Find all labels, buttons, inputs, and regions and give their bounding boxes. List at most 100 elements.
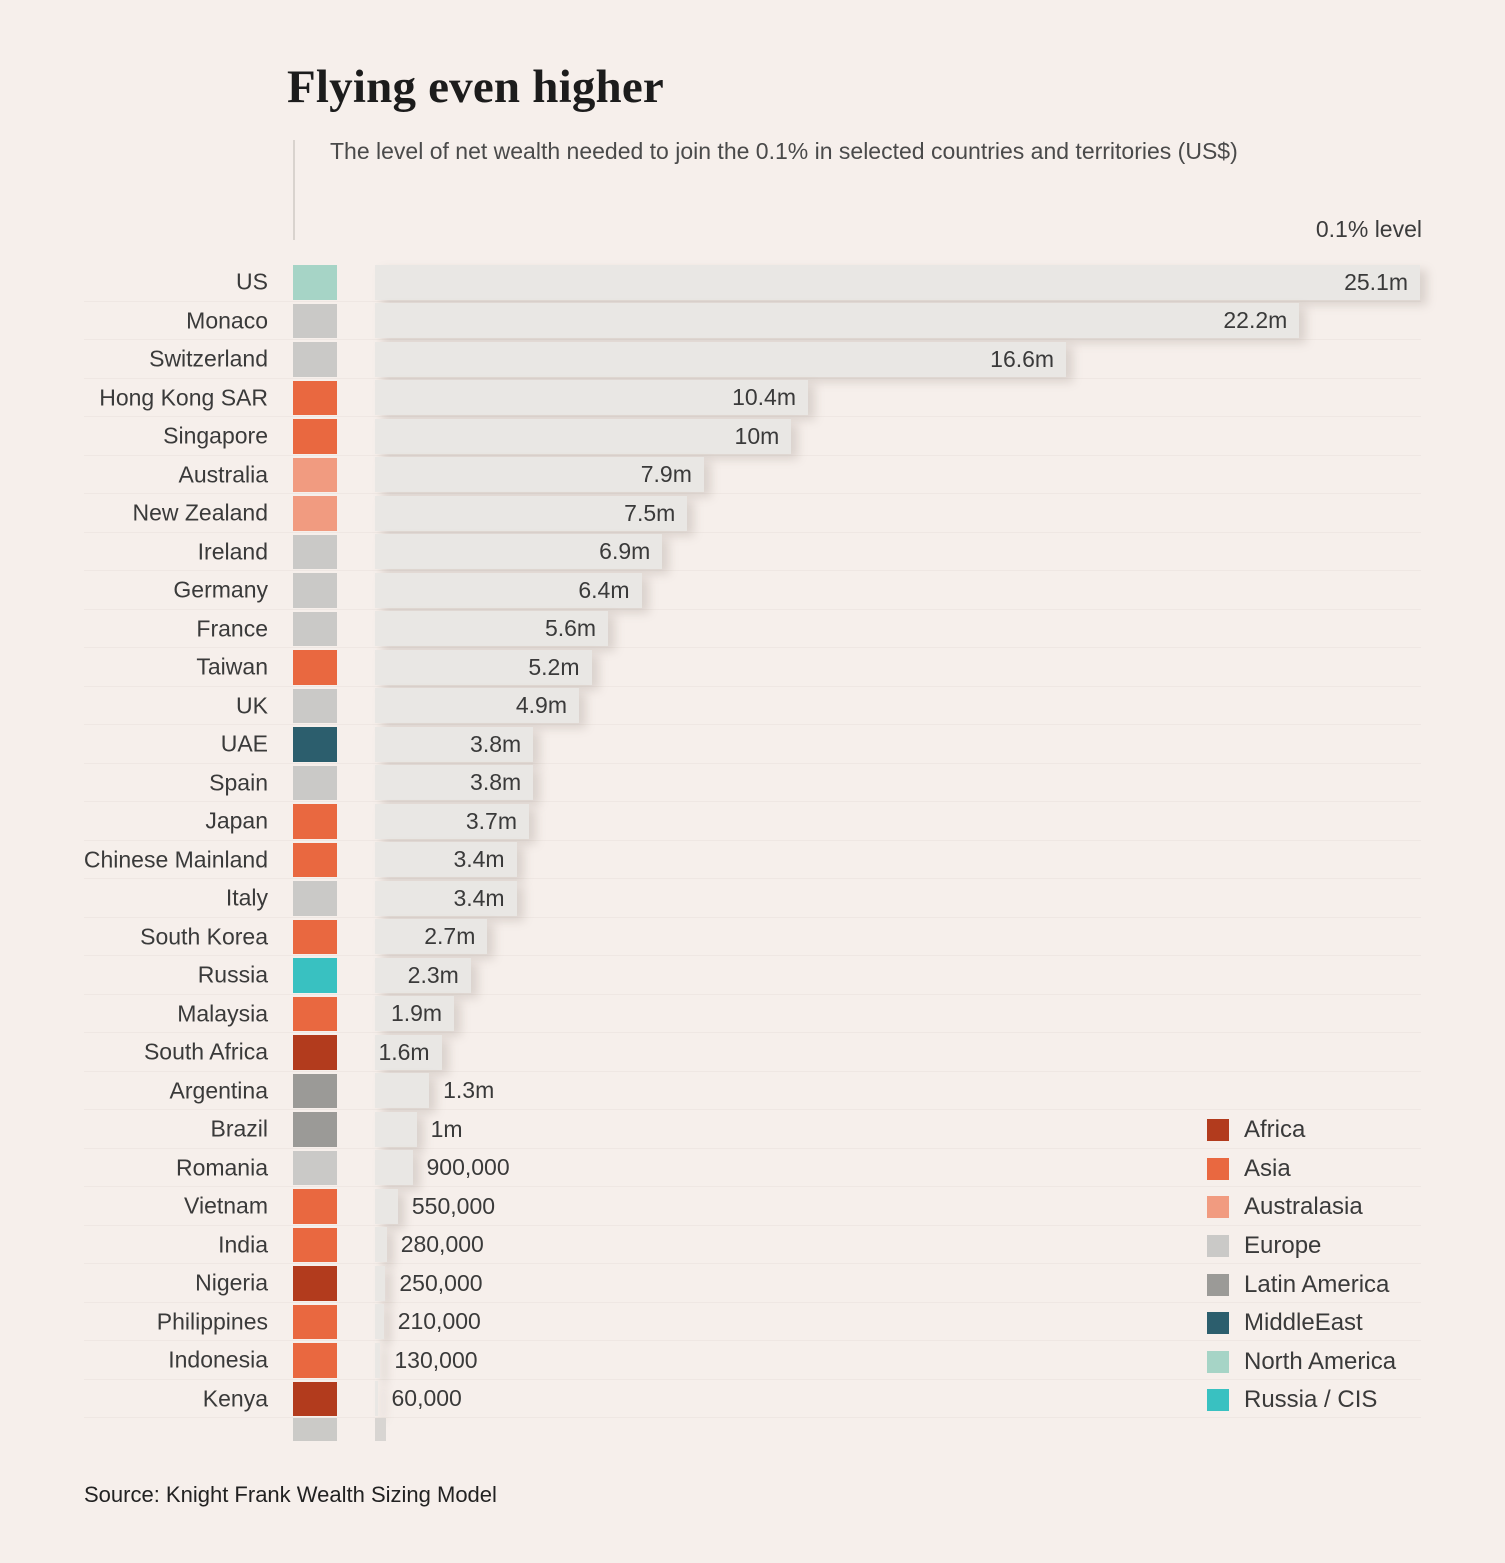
value-bar <box>375 1304 384 1339</box>
chart-subtitle: The level of net wealth needed to join t… <box>330 138 1238 164</box>
chart-row: Russia 2.3m <box>0 956 1505 995</box>
chart-row: Chinese Mainland 3.4m <box>0 841 1505 880</box>
legend-swatch <box>1207 1350 1229 1373</box>
region-swatch <box>293 1381 337 1416</box>
bar-track: 3.8m <box>375 726 1505 762</box>
country-label: India <box>218 1231 268 1258</box>
bar-track: 7.5m <box>375 495 1505 531</box>
bar-track: 22.2m <box>375 303 1505 338</box>
value-label: 2.3m <box>407 961 459 988</box>
country-label: US <box>236 268 268 295</box>
value-bar: 22.2m <box>375 303 1300 338</box>
region-swatch <box>293 265 337 300</box>
value-label: 10m <box>734 422 780 449</box>
country-label: Malaysia <box>177 1000 268 1027</box>
value-label: 130,000 <box>394 1346 478 1373</box>
country-label: Romania <box>175 1154 268 1181</box>
bar-track: 1.6m <box>375 1034 1505 1070</box>
value-bar: 10m <box>375 418 792 454</box>
region-swatch <box>293 303 337 338</box>
country-label: Italy <box>225 884 268 911</box>
legend-item: MiddleEast <box>1207 1304 1396 1343</box>
region-swatch <box>293 1073 337 1108</box>
value-bar: 6.9m <box>375 534 663 569</box>
bar-track: 900,000 <box>375 1150 1505 1185</box>
legend-swatch <box>1207 1389 1229 1412</box>
legend-label: Latin America <box>1244 1270 1390 1298</box>
chart-row: Taiwan 5.2m <box>0 648 1505 687</box>
value-label: 3.8m <box>470 769 522 795</box>
value-label: 6.4m <box>578 576 630 603</box>
chart-row: Spain 3.8m <box>0 764 1505 803</box>
legend-item: Latin America <box>1207 1265 1396 1304</box>
chart-row: Argentina 1.3m <box>0 1072 1505 1111</box>
region-swatch <box>293 958 337 993</box>
legend-label: Australasia <box>1244 1193 1363 1221</box>
country-label: Russia <box>197 961 268 988</box>
bar-track: 5.2m <box>375 649 1505 685</box>
bar-track: 3.8m <box>375 765 1505 800</box>
value-bar: 2.3m <box>375 957 471 993</box>
value-label: 10.4m <box>732 384 796 410</box>
legend-item: Africa <box>1207 1111 1396 1150</box>
country-label: Philippines <box>156 1308 268 1335</box>
value-bar <box>375 1073 430 1108</box>
country-label: New Zealand <box>132 499 268 526</box>
country-label: Nigeria <box>195 1269 268 1296</box>
value-label: 1m <box>430 1115 463 1142</box>
chart-row: Indonesia 130,000 <box>0 1341 1505 1380</box>
legend-swatch <box>1207 1157 1229 1180</box>
bar-track: 6.4m <box>375 572 1505 608</box>
chart-row: Italy 3.4m <box>0 879 1505 918</box>
subtitle-rule <box>293 140 295 240</box>
chart-row: India 280,000 <box>0 1226 1505 1265</box>
value-bar: 1.9m <box>375 996 455 1031</box>
value-label: 3.8m <box>470 730 522 757</box>
country-label: Kenya <box>202 1385 268 1412</box>
legend-item: North America <box>1207 1343 1396 1382</box>
region-swatch <box>293 688 337 723</box>
country-label: Japan <box>205 807 268 834</box>
axis-baseline-stub <box>375 1418 386 1441</box>
value-bar: 3.4m <box>375 880 517 916</box>
country-label: Hong Kong SAR <box>99 384 268 411</box>
bar-track: 250,000 <box>375 1265 1505 1301</box>
country-label: Monaco <box>186 307 268 334</box>
value-label: 3.4m <box>453 884 505 911</box>
bar-track: 130,000 <box>375 1342 1505 1378</box>
chart-row: Germany 6.4m <box>0 571 1505 610</box>
region-swatch <box>293 496 337 531</box>
region-swatch <box>293 650 337 685</box>
bar-track: 550,000 <box>375 1188 1505 1224</box>
legend-swatch <box>1207 1273 1229 1296</box>
region-swatch <box>293 881 337 916</box>
value-bar <box>375 1111 417 1147</box>
bar-track: 1m <box>375 1111 1505 1147</box>
source-note: Source: Knight Frank Wealth Sizing Model <box>84 1482 497 1507</box>
chart-row: Malaysia 1.9m <box>0 995 1505 1034</box>
value-bar: 6.4m <box>375 572 642 608</box>
bar-track: 1.9m <box>375 996 1505 1031</box>
country-label: Vietnam <box>184 1192 268 1219</box>
bar-track: 16.6m <box>375 341 1505 377</box>
bar-track: 6.9m <box>375 534 1505 569</box>
region-swatch <box>293 1112 337 1147</box>
value-bar: 7.9m <box>375 457 704 492</box>
bar-chart: US 25.1m Monaco 22.2m Switzerland 16.6m Hong K… <box>0 263 1505 1418</box>
bar-track: 25.1m <box>375 264 1505 300</box>
region-swatch <box>293 611 337 646</box>
legend-item: Asia <box>1207 1150 1396 1189</box>
region-swatch <box>293 727 337 762</box>
bar-track: 10.4m <box>375 380 1505 415</box>
value-label: 3.7m <box>465 807 517 834</box>
chart-row: South Africa 1.6m <box>0 1033 1505 1072</box>
chart-row: Philippines 210,000 <box>0 1303 1505 1342</box>
legend: Africa Asia Australasia Europe Latin America… <box>1207 1111 1396 1420</box>
chart-row: Vietnam 550,000 <box>0 1187 1505 1226</box>
region-swatch <box>293 1227 337 1262</box>
chart-title: Flying even higher <box>287 61 664 113</box>
country-label: Indonesia <box>168 1346 268 1373</box>
region-swatch <box>293 573 337 608</box>
region-swatch <box>293 342 337 377</box>
